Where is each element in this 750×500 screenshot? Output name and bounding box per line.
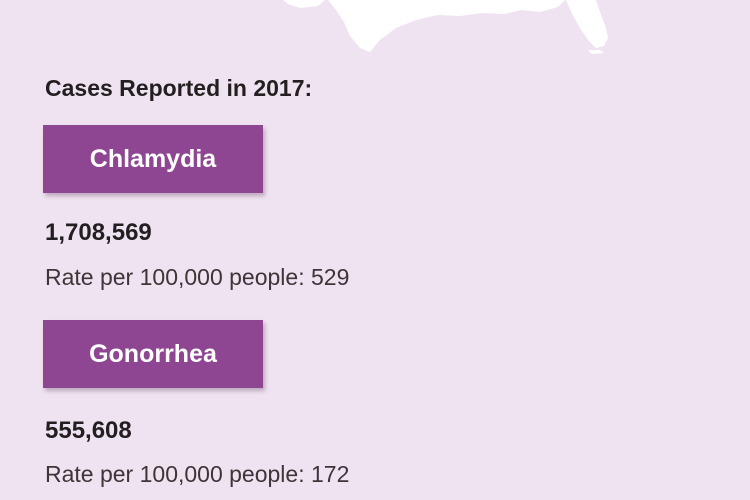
map-landmass-florida	[566, 0, 608, 48]
map-landmass-florida-keys	[588, 50, 604, 54]
chlamydia-rate: Rate per 100,000 people: 529	[45, 264, 350, 290]
us-map-icon	[283, 0, 608, 54]
section-heading: Cases Reported in 2017:	[45, 75, 313, 101]
gonorrhea-label: Gonorrhea	[43, 320, 263, 388]
chlamydia-case-count: 1,708,569	[45, 219, 152, 246]
gonorrhea-case-count: 555,608	[45, 417, 132, 444]
map-landmass-texas	[283, 0, 325, 8]
gonorrhea-rate: Rate per 100,000 people: 172	[45, 461, 350, 487]
map-landmass-gulf-coast	[328, 0, 565, 52]
chlamydia-label: Chlamydia	[43, 125, 263, 193]
